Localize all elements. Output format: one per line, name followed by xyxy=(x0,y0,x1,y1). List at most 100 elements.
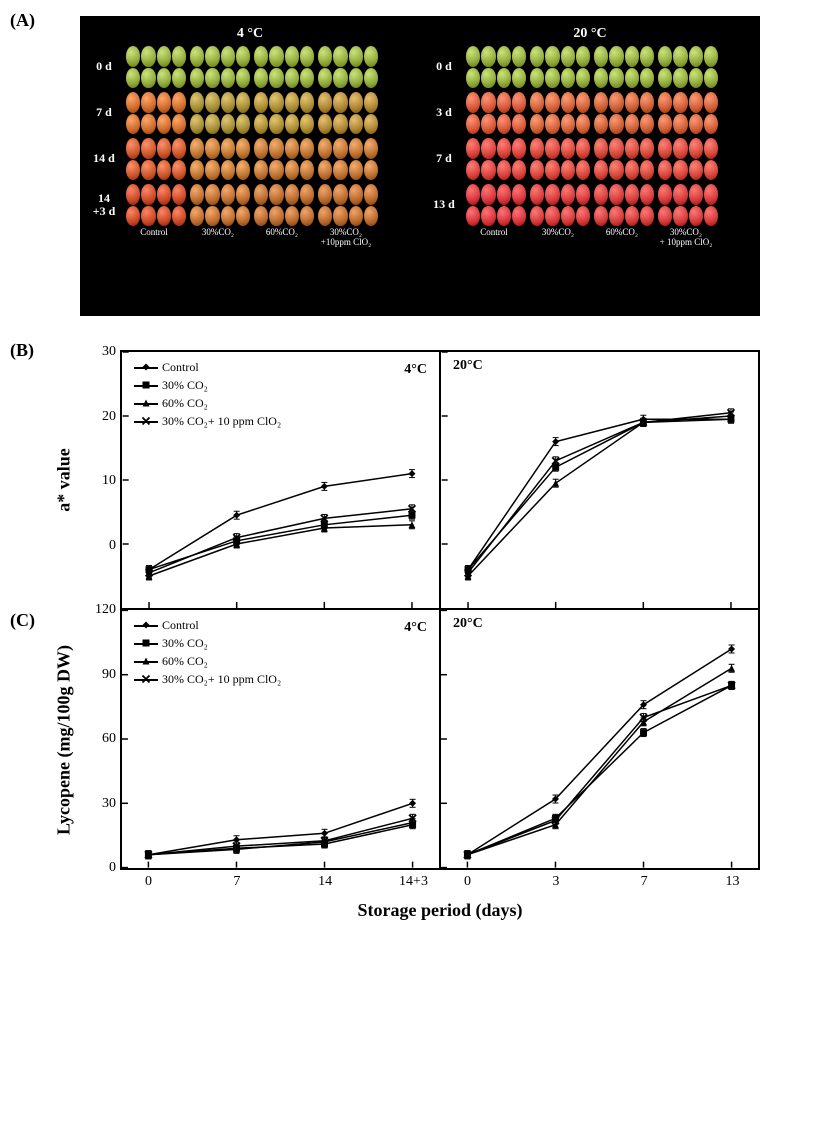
y-tick-label: 60 xyxy=(102,731,122,747)
photo-row: 14 +3 d xyxy=(86,184,414,226)
legend-marker-triangle xyxy=(134,655,158,667)
tomato xyxy=(673,184,687,205)
tomato xyxy=(625,160,639,181)
tomato xyxy=(141,114,155,135)
tomato xyxy=(318,68,332,89)
tomato xyxy=(609,68,623,89)
tomato xyxy=(466,206,480,227)
tomato xyxy=(545,206,559,227)
legend-item: 60% CO₂ xyxy=(134,652,281,670)
tomato xyxy=(285,92,299,113)
tomato xyxy=(704,138,718,159)
tomato xyxy=(625,114,639,135)
tomato xyxy=(497,160,511,181)
tomato xyxy=(481,138,495,159)
tomato xyxy=(318,184,332,205)
tomato xyxy=(704,114,718,135)
chart-legend: Control30% CO₂60% CO₂30% CO₂+ 10 ppm ClO… xyxy=(134,616,281,688)
tomato-group xyxy=(190,46,250,88)
chart-b-row: 01020304°CControl30% CO₂60% CO₂30% CO₂+ … xyxy=(120,350,760,610)
tomato xyxy=(576,114,590,135)
tomato-group xyxy=(594,138,654,180)
day-label: 13 d xyxy=(426,198,462,211)
tomato xyxy=(625,184,639,205)
chart-c-row: 0306090120071414+34°CControl30% CO₂60% C… xyxy=(120,610,760,870)
tomato-group xyxy=(318,138,378,180)
tomato xyxy=(658,160,672,181)
treatment-label: 60%CO₂ xyxy=(252,228,312,248)
tomato-group xyxy=(530,138,590,180)
chart-c-20c: 0371320°C xyxy=(441,610,760,870)
tomato xyxy=(221,184,235,205)
legend-item: 30% CO₂+ 10 ppm ClO₂ xyxy=(134,670,281,688)
legend-marker-x xyxy=(134,673,158,685)
tomato-group xyxy=(594,46,654,88)
tomato xyxy=(318,46,332,67)
tomato xyxy=(689,138,703,159)
tomato xyxy=(300,114,314,135)
tomato-group xyxy=(190,184,250,226)
legend-marker-square xyxy=(134,637,158,649)
y-tick-label: 20 xyxy=(102,409,122,425)
tomato xyxy=(254,92,268,113)
tomato-group xyxy=(658,138,718,180)
tomato xyxy=(300,138,314,159)
photo-row: 0 d xyxy=(426,46,754,88)
tomato xyxy=(205,46,219,67)
tomato xyxy=(640,206,654,227)
legend-item: 30% CO₂ xyxy=(134,634,281,652)
x-tick-label: 14 xyxy=(318,868,332,890)
tomato xyxy=(141,160,155,181)
tomato xyxy=(673,114,687,135)
tomato xyxy=(269,68,283,89)
tomato xyxy=(254,160,268,181)
tomato xyxy=(157,160,171,181)
chart-temp-label: 20°C xyxy=(453,358,483,374)
tomato xyxy=(157,68,171,89)
legend-text: 30% CO₂+ 10 ppm ClO₂ xyxy=(162,672,281,687)
tomato xyxy=(254,206,268,227)
tomato xyxy=(141,138,155,159)
y-tick-label: 30 xyxy=(102,344,122,360)
tomato xyxy=(269,114,283,135)
tomato xyxy=(704,46,718,67)
tomato xyxy=(594,184,608,205)
tomato xyxy=(205,184,219,205)
tomato xyxy=(673,92,687,113)
photo-panel: 4 °C 0 d7 d14 d14 +3 d Control30%CO₂60%C… xyxy=(80,16,760,316)
tomato xyxy=(157,206,171,227)
tomato xyxy=(689,46,703,67)
legend-marker-diamond xyxy=(134,361,158,373)
treatment-label: 30%CO₂ xyxy=(188,228,248,248)
tomato xyxy=(221,114,235,135)
tomato xyxy=(236,206,250,227)
tomato xyxy=(190,92,204,113)
tomato xyxy=(333,114,347,135)
tomato xyxy=(236,68,250,89)
photo-row: 3 d xyxy=(426,92,754,134)
legend-item: 30% CO₂+ 10 ppm ClO₂ xyxy=(134,412,281,430)
photo-panel-4c: 4 °C 0 d7 d14 d14 +3 d Control30%CO₂60%C… xyxy=(80,16,420,316)
tomato-group xyxy=(530,46,590,88)
chart-c-4c: 0306090120071414+34°CControl30% CO₂60% C… xyxy=(120,610,441,870)
tomato xyxy=(349,92,363,113)
tomato xyxy=(349,184,363,205)
tomato-group xyxy=(190,138,250,180)
tomato xyxy=(594,206,608,227)
tomato-group xyxy=(466,92,526,134)
photo-row: 13 d xyxy=(426,184,754,226)
tomato xyxy=(364,114,378,135)
y-tick-label: 90 xyxy=(102,667,122,683)
tomato-group xyxy=(254,184,314,226)
tomato xyxy=(205,138,219,159)
tomato xyxy=(689,160,703,181)
tomato xyxy=(157,184,171,205)
tomato xyxy=(190,184,204,205)
panel-c-label: (C) xyxy=(10,610,35,631)
tomato xyxy=(126,114,140,135)
tomato xyxy=(530,114,544,135)
x-tick-label: 13 xyxy=(726,868,740,890)
tomato xyxy=(254,184,268,205)
tomato xyxy=(640,92,654,113)
tomato xyxy=(497,68,511,89)
